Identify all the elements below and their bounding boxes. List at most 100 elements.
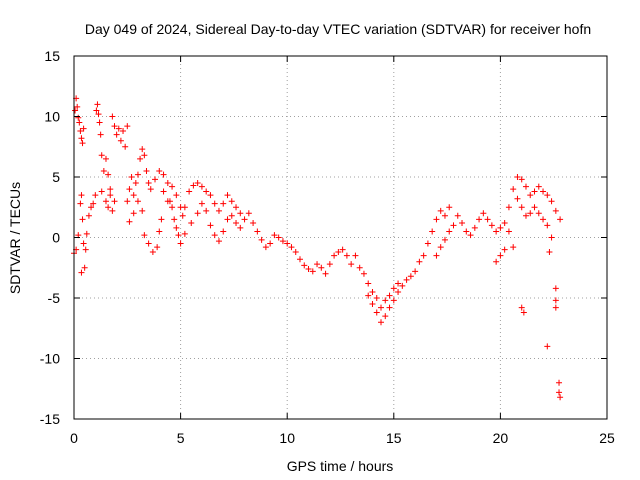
data-point <box>207 222 214 229</box>
data-point <box>154 244 161 251</box>
data-point <box>90 200 97 207</box>
data-point <box>77 200 84 207</box>
data-point <box>122 143 129 150</box>
data-point <box>556 389 563 396</box>
data-point <box>403 276 410 283</box>
data-point <box>433 252 440 259</box>
data-point <box>484 216 491 223</box>
data-point <box>318 264 325 271</box>
data-point <box>254 228 261 235</box>
data-point <box>72 107 79 114</box>
data-point <box>194 210 201 217</box>
data-point <box>79 140 86 147</box>
data-point <box>102 155 109 162</box>
data-point <box>510 186 517 193</box>
data-point <box>514 195 521 202</box>
axis-ticks: 0 5 10 15 20 25 -15 -10 -5 0 5 10 15 <box>40 48 615 446</box>
data-point <box>171 216 178 223</box>
data-point <box>556 379 563 386</box>
data-point <box>450 222 457 229</box>
data-point <box>78 269 85 276</box>
data-point <box>109 207 116 214</box>
data-point <box>78 192 85 199</box>
data-point <box>207 192 214 199</box>
data-point <box>85 212 92 219</box>
data-point <box>424 240 431 247</box>
data-point <box>224 192 231 199</box>
data-point <box>179 212 186 219</box>
data-point <box>102 198 109 205</box>
data-point <box>531 188 538 195</box>
data-point <box>369 301 376 308</box>
data-point <box>493 228 500 235</box>
data-point <box>160 171 167 178</box>
data-point <box>535 183 542 190</box>
data-point <box>147 186 154 193</box>
data-point <box>158 216 165 223</box>
data-point <box>139 146 146 153</box>
data-point <box>275 234 282 241</box>
data-point <box>237 224 244 231</box>
data-point <box>82 246 89 253</box>
data-point <box>77 128 84 135</box>
data-point <box>109 113 116 120</box>
y-tick-label: 15 <box>44 48 60 64</box>
data-point <box>194 180 201 187</box>
data-point <box>546 249 553 256</box>
data-point <box>78 135 85 142</box>
data-point <box>79 216 86 223</box>
data-point <box>339 246 346 253</box>
data-point <box>258 236 265 243</box>
y-tick-label: -10 <box>40 351 60 367</box>
data-point <box>98 188 105 195</box>
data-point <box>343 252 350 259</box>
data-point <box>557 216 564 223</box>
data-point <box>493 258 500 265</box>
data-point <box>124 198 131 205</box>
data-point <box>267 240 274 247</box>
data-point <box>169 204 176 211</box>
data-point <box>467 232 474 239</box>
data-point <box>181 204 188 211</box>
data-point <box>117 137 124 144</box>
data-point <box>224 216 231 223</box>
data-point <box>459 219 466 226</box>
data-point <box>527 192 534 199</box>
data-point <box>382 313 389 320</box>
data-point <box>378 304 385 311</box>
data-point <box>126 186 133 193</box>
data-point <box>145 240 152 247</box>
data-point <box>169 183 176 190</box>
data-point <box>557 394 564 401</box>
data-point <box>552 304 559 311</box>
data-point <box>156 228 163 235</box>
data-point <box>126 218 133 225</box>
data-point <box>527 210 534 217</box>
data-point <box>544 192 551 199</box>
data-point <box>360 270 367 277</box>
data-point <box>326 261 333 268</box>
data-point <box>352 252 359 259</box>
data-point <box>181 230 188 237</box>
data-point <box>198 200 205 207</box>
data-point <box>501 219 508 226</box>
data-point <box>245 210 252 217</box>
data-point <box>390 297 397 304</box>
data-point <box>137 155 144 162</box>
data-point <box>416 258 423 265</box>
x-axis-label: GPS time / hours <box>287 458 394 474</box>
data-point <box>331 252 338 259</box>
data-point <box>514 174 521 180</box>
data-point <box>522 183 529 190</box>
data-point <box>540 216 547 223</box>
data-point <box>292 249 299 256</box>
data-point <box>220 228 227 235</box>
data-point <box>220 200 227 207</box>
data-point <box>81 264 88 271</box>
data-point <box>356 264 363 271</box>
data-point <box>552 285 559 292</box>
data-point <box>420 252 427 259</box>
data-point <box>76 119 83 126</box>
data-point <box>497 224 504 231</box>
data-point <box>94 101 101 108</box>
